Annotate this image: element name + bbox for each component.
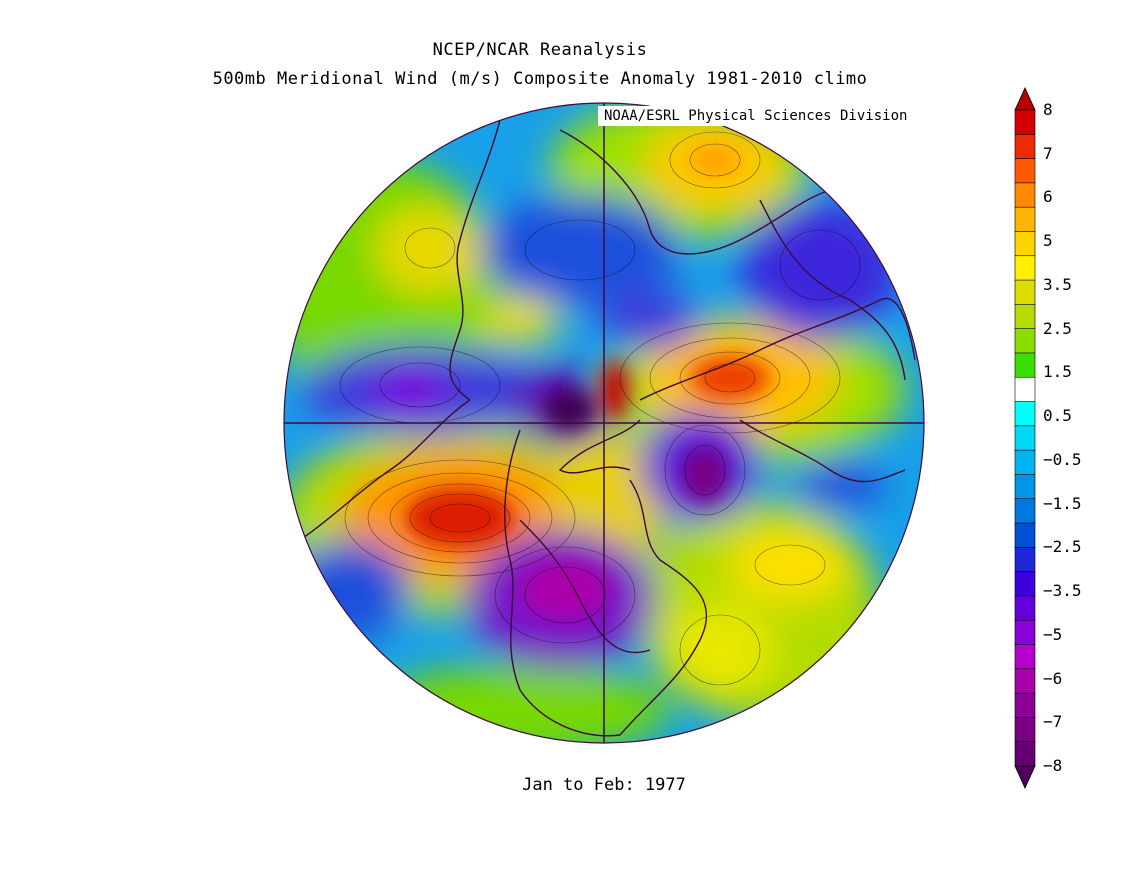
blob-north-center-blue xyxy=(600,290,700,350)
colorbar-label: 2.5 xyxy=(1043,318,1072,338)
colorbar-label: 1.5 xyxy=(1043,362,1072,382)
colorbar-swatch xyxy=(1014,498,1036,524)
colorbar-swatch xyxy=(1014,158,1036,184)
colorbar-swatch xyxy=(1014,133,1036,160)
blob-southeast-yellow xyxy=(730,530,850,600)
coastlines xyxy=(299,119,916,737)
core-east-purple xyxy=(683,447,727,503)
colorbar-label: −1.5 xyxy=(1043,493,1082,513)
colorbar-swatch xyxy=(1014,619,1036,646)
colorbar-swatch xyxy=(1014,425,1036,451)
colorbar-swatch xyxy=(1014,474,1036,500)
colorbar-label: −8 xyxy=(1043,756,1063,775)
blob-upper-yellow xyxy=(480,295,560,345)
colorbar-label: −3.5 xyxy=(1043,581,1082,601)
core-southwest-red xyxy=(405,488,515,548)
colorbar-swatch xyxy=(1014,449,1036,476)
blob-south-yellow xyxy=(665,605,775,695)
core-top-orange xyxy=(690,145,740,175)
core-pole-dark xyxy=(545,390,595,430)
core-south-magenta xyxy=(520,560,610,620)
colorbar-swatch xyxy=(1014,109,1036,135)
colorbar-swatch xyxy=(1014,182,1036,208)
colorbar-swatch xyxy=(1014,206,1036,233)
colorbar-swatch xyxy=(1014,304,1036,330)
core-east-red xyxy=(690,356,770,400)
figure-title: NCEP/NCAR Reanalysis xyxy=(432,40,648,60)
blob-northeast-blue xyxy=(740,200,900,340)
colorbar-swatch xyxy=(1014,352,1036,378)
colorbar-swatch xyxy=(1014,571,1036,597)
colorbar-swatch xyxy=(1014,522,1036,548)
colorbar-swatch xyxy=(1014,401,1036,427)
colorbar-under-arrow xyxy=(1014,765,1036,789)
colorbar-label: 0.5 xyxy=(1043,406,1072,426)
colorbar-label: −0.5 xyxy=(1043,449,1082,469)
colorbar-swatch xyxy=(1014,279,1036,305)
colorbar-swatch xyxy=(1014,668,1036,694)
colorbar-label: −2.5 xyxy=(1043,537,1082,557)
colorbar-swatch xyxy=(1014,231,1036,257)
colorbar-label: −6 xyxy=(1043,668,1063,688)
colorbar-label: −7 xyxy=(1043,712,1063,732)
colorbar-swatch xyxy=(1014,255,1036,281)
colorbar-swatch xyxy=(1014,328,1036,354)
blob-east-lower-blue xyxy=(795,460,885,510)
field-blobs-cores xyxy=(405,145,770,620)
colorbar-swatch xyxy=(1014,644,1036,670)
colorbar-swatch xyxy=(1014,692,1036,719)
colorbar-label: 6 xyxy=(1043,187,1053,207)
colorbar-label: −5 xyxy=(1043,624,1063,644)
colorbar-over-arrow xyxy=(1014,87,1036,111)
time-caption: Jan to Feb: 1977 xyxy=(522,775,686,795)
blob-west-purple xyxy=(370,365,450,415)
colorbar-label: 8 xyxy=(1043,100,1053,119)
core-pole-red xyxy=(601,360,629,420)
anomaly-field xyxy=(284,103,924,743)
colorbar-label: 3.5 xyxy=(1043,274,1072,294)
colorbar-swatch xyxy=(1014,547,1036,573)
colorbar-swatch xyxy=(1014,741,1036,767)
map-boundary xyxy=(283,102,925,744)
figure-subtitle: 500mb Meridional Wind (m/s) Composite An… xyxy=(212,69,868,89)
colorbar-swatch xyxy=(1014,376,1036,403)
colorbar-label: 7 xyxy=(1043,143,1053,163)
colorbar-label: 5 xyxy=(1043,231,1053,251)
contour-lines xyxy=(339,131,861,686)
field-blobs-broad xyxy=(284,103,905,743)
blob-north-blue xyxy=(480,195,680,305)
colorbar-swatch xyxy=(1014,595,1036,621)
credit-label: NOAA/ESRL Physical Sciences Division xyxy=(598,106,914,126)
colorbar-swatch xyxy=(1014,717,1036,743)
